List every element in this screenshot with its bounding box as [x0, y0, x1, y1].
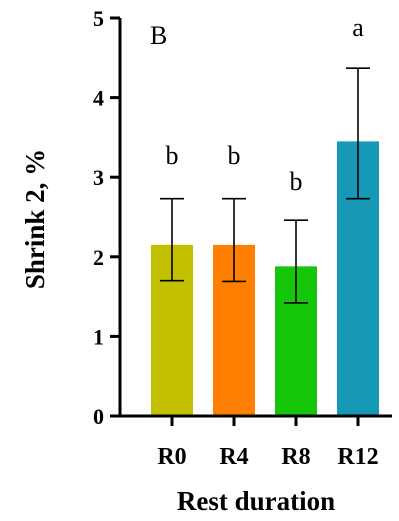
- error-bar-r4: [222, 197, 246, 283]
- x-tick-label-r4: R4: [219, 444, 248, 470]
- x-tick-label-r12: R12: [337, 444, 378, 470]
- significance-label-r4: b: [228, 141, 241, 170]
- error-bar-r12: [346, 67, 370, 200]
- y-tick-label: 1: [93, 324, 104, 349]
- x-axis: R0 R4 R8 R12: [118, 414, 392, 470]
- y-tick-label: 4: [93, 86, 104, 111]
- panel-label: B: [150, 21, 167, 50]
- significance-label-r12: a: [352, 13, 364, 42]
- error-bar-r8: [284, 219, 308, 304]
- x-axis-title: Rest duration: [177, 486, 335, 516]
- significance-label-r0: b: [166, 141, 179, 170]
- significance-label-r8: b: [290, 167, 303, 196]
- significance-labels-group: b b b a: [166, 13, 365, 196]
- error-bars-group: [160, 67, 370, 304]
- y-axis-title: Shrink 2, %: [20, 149, 50, 289]
- y-tick-label: 3: [93, 165, 104, 190]
- y-tick-label: 0: [93, 404, 104, 429]
- y-tick-label: 5: [93, 6, 104, 31]
- bars-group: [151, 141, 379, 416]
- error-bar-r0: [160, 197, 184, 282]
- y-tick-label: 2: [93, 245, 104, 270]
- x-tick-label-r8: R8: [281, 444, 310, 470]
- y-axis: 0 1 2 3 4 5: [93, 6, 122, 429]
- x-tick-label-r0: R0: [157, 444, 186, 470]
